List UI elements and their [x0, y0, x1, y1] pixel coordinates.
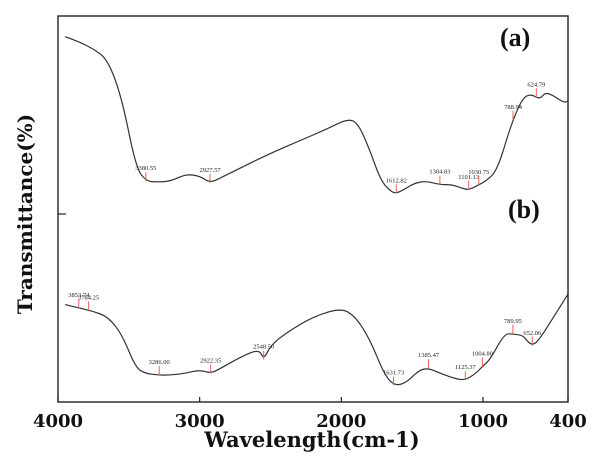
x-tick-label: 2000	[316, 411, 366, 432]
peak-label: 624.79	[527, 81, 545, 88]
panel-label-a: (a)	[500, 23, 530, 52]
x-axis-title: Wavelength(cm-1)	[203, 427, 419, 452]
peak-label: 1385.47	[418, 352, 440, 359]
spectrum-line-a	[64, 36, 569, 194]
peak-label: 3380.55	[135, 165, 156, 172]
peak-label: 1631.73	[383, 369, 404, 376]
peak-annotations: 3380.55 2927.57 1612.82 1304.83 1101.131030.…	[68, 81, 545, 386]
peak-label: 3286.00	[149, 359, 170, 366]
spectra-traces	[64, 36, 569, 386]
peak-label: 3853.74	[68, 292, 90, 299]
peak-label: 788.94	[504, 104, 523, 111]
peak-label: 1612.82	[386, 177, 407, 184]
peak-label: 652.06	[523, 330, 542, 337]
peak-label: 1304.83	[429, 169, 450, 176]
y-axis-title: Transmittance(%)	[13, 114, 37, 314]
x-axis-ticks: 4000 3000 2000 1000 400	[33, 397, 587, 432]
x-tick-label: 4000	[33, 411, 83, 432]
spectrum-line-b	[64, 293, 569, 386]
peak-label: 2922.35	[200, 357, 221, 364]
x-tick-label: 3000	[175, 411, 225, 432]
peak-label: 1101.13	[458, 174, 479, 181]
peak-label: 2927.57	[199, 167, 221, 174]
x-tick-label: 400	[549, 411, 587, 432]
x-tick-label: 1000	[458, 411, 508, 432]
panel-label-b: (b)	[508, 195, 540, 224]
plot-frame	[57, 15, 569, 403]
peak-label: 1030.75	[468, 169, 489, 176]
peak-label: 3784.25	[78, 294, 99, 301]
peak-label: 789.95	[504, 318, 522, 325]
peak-label: 1004.80	[472, 351, 493, 358]
peak-label: 2548.50	[253, 344, 274, 351]
peak-label: 1125.37	[455, 364, 477, 371]
